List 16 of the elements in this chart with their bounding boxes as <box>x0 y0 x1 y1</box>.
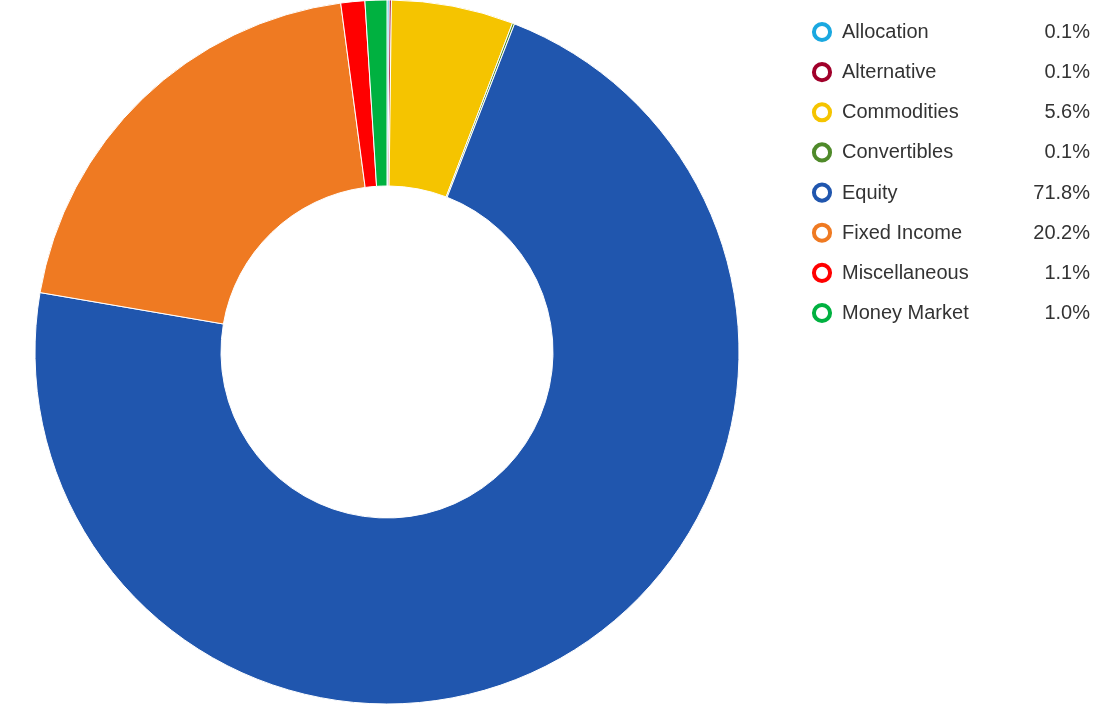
legend-label: Alternative <box>842 60 937 83</box>
data-label: 20.2% <box>1033 220 1091 243</box>
legend-label: Fixed Income <box>842 220 963 243</box>
legend-label: Commodities <box>842 100 959 123</box>
data-label: 1.1% <box>1044 260 1091 283</box>
data-label: 71.8% <box>1033 180 1091 203</box>
legend-label: Equity <box>842 180 898 203</box>
legend-label: Miscellaneous <box>842 260 969 283</box>
legend-label: Convertibles <box>842 140 954 163</box>
data-label: 0.1% <box>1044 20 1091 42</box>
legend-label: Allocation <box>842 20 929 42</box>
data-label: 0.1% <box>1044 60 1091 83</box>
data-label: 0.1% <box>1044 140 1091 163</box>
data-label: 5.6% <box>1044 100 1091 123</box>
legend-label: Money Market <box>842 301 970 323</box>
data-label: 1.0% <box>1044 301 1091 323</box>
